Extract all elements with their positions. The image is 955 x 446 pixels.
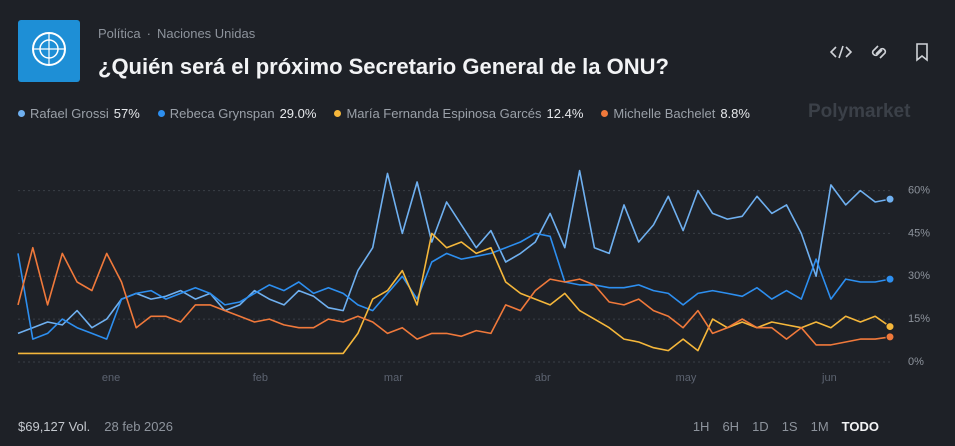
end-dot	[885, 332, 895, 342]
legend-name: Rafael Grossi	[30, 106, 109, 121]
legend: Rafael Grossi 57% Rebeca Grynspan 29.0% Marí…	[18, 106, 750, 121]
footer: $69,127 Vol. 28 feb 2026	[18, 419, 173, 434]
end-dot	[885, 322, 895, 332]
date: 28 feb 2026	[104, 419, 173, 434]
legend-item: Rafael Grossi 57%	[18, 106, 140, 121]
legend-name: Michelle Bachelet	[613, 106, 716, 121]
range-button[interactable]: 6H	[722, 419, 740, 434]
range-button[interactable]: 1D	[752, 419, 769, 434]
x-tick-label: jun	[821, 372, 837, 384]
y-tick-label: 30%	[908, 270, 930, 282]
range-buttons: 1H 6H 1D 1S 1M TODO	[693, 419, 879, 434]
legend-item: Michelle Bachelet 8.8%	[601, 106, 750, 121]
legend-name: Rebeca Grynspan	[169, 106, 275, 121]
legend-value: 12.4%	[546, 106, 584, 121]
chart: 0% 15% 30% 45% 60% ene feb mar abr may jun	[17, 169, 930, 384]
series-line	[17, 232, 891, 340]
range-button[interactable]: 1M	[810, 419, 829, 434]
end-dot	[885, 274, 895, 284]
series-line	[17, 169, 891, 335]
legend-swatch	[157, 110, 165, 117]
series-line	[18, 232, 891, 355]
category[interactable]: Política	[98, 26, 141, 41]
series-line	[17, 246, 891, 346]
range-button[interactable]: 1S	[781, 419, 798, 434]
x-tick-label: ene	[102, 372, 120, 384]
legend-swatch	[601, 110, 609, 117]
breadcrumbs: Política · Naciones Unidas	[98, 26, 256, 41]
legend-item: María Fernanda Espinosa Garcés 12.4%	[334, 106, 583, 121]
y-tick-label: 45%	[908, 227, 930, 239]
embed-button[interactable]	[830, 45, 853, 59]
y-tick-label: 0%	[908, 356, 924, 368]
link-button[interactable]	[871, 45, 887, 59]
legend-value: 8.8%	[720, 106, 750, 121]
legend-value: 57%	[113, 106, 140, 121]
x-tick-label: feb	[253, 372, 268, 384]
end-dot	[885, 194, 895, 204]
x-tick-label: mar	[384, 372, 403, 384]
range-button[interactable]: TODO	[841, 419, 879, 434]
bookmark-button[interactable]	[916, 43, 928, 62]
un-icon	[18, 20, 80, 82]
legend-swatch	[18, 110, 25, 117]
actions	[830, 43, 928, 62]
legend-item: Rebeca Grynspan 29.0%	[157, 106, 317, 121]
x-tick-label: abr	[535, 372, 551, 384]
x-tick-label: may	[676, 372, 697, 384]
volume: $69,127 Vol.	[18, 419, 91, 434]
y-tick-label: 15%	[908, 313, 930, 325]
range-button[interactable]: 1H	[692, 419, 710, 434]
legend-value: 29.0%	[279, 106, 317, 121]
y-tick-label: 60%	[908, 184, 930, 196]
market-title: ¿Quién será el próximo Secretario Genera…	[98, 54, 669, 79]
legend-name: María Fernanda Espinosa Garcés	[346, 106, 542, 121]
brand: Polymarket	[808, 101, 911, 122]
legend-swatch	[334, 110, 342, 117]
subcategory[interactable]: Naciones Unidas	[156, 26, 256, 41]
